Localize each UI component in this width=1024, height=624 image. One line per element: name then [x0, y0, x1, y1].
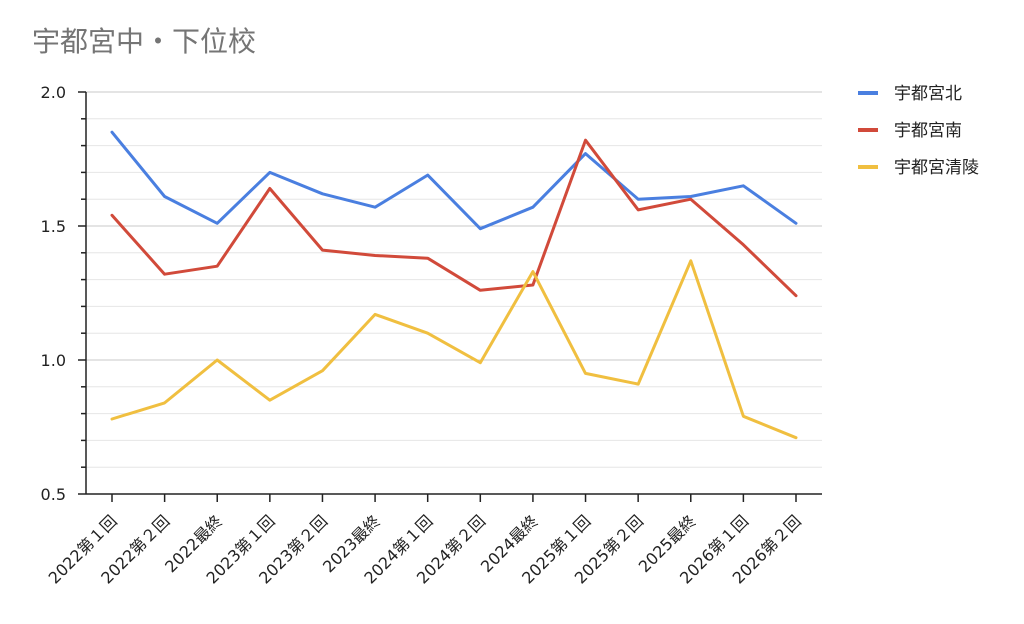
y-tick-label: 1.5 [41, 217, 66, 236]
chart-title: 宇都宮中・下位校 [32, 25, 257, 58]
series-line-0 [110, 130, 798, 231]
x-axis-ticks: 2022第１回2022第２回2022最終2023第１回2023第２回2023最終… [45, 494, 805, 588]
y-tick-label: 1.0 [41, 351, 66, 370]
major-gridlines [86, 91, 822, 361]
series-lines [110, 130, 798, 440]
legend-label: 宇都宮清陵 [894, 158, 979, 178]
minor-gridlines [86, 118, 822, 468]
y-tick-label: 2.0 [41, 83, 66, 102]
legend-label: 宇都宮北 [894, 84, 962, 104]
legend-label: 宇都宮南 [894, 121, 962, 141]
axes [78, 91, 822, 495]
y-axis-ticks: 0.5 1.0 1.5 2.0 [41, 83, 66, 504]
series-line-2 [110, 259, 798, 440]
y-tick-label: 0.5 [41, 485, 66, 504]
series-line-1 [110, 138, 798, 298]
